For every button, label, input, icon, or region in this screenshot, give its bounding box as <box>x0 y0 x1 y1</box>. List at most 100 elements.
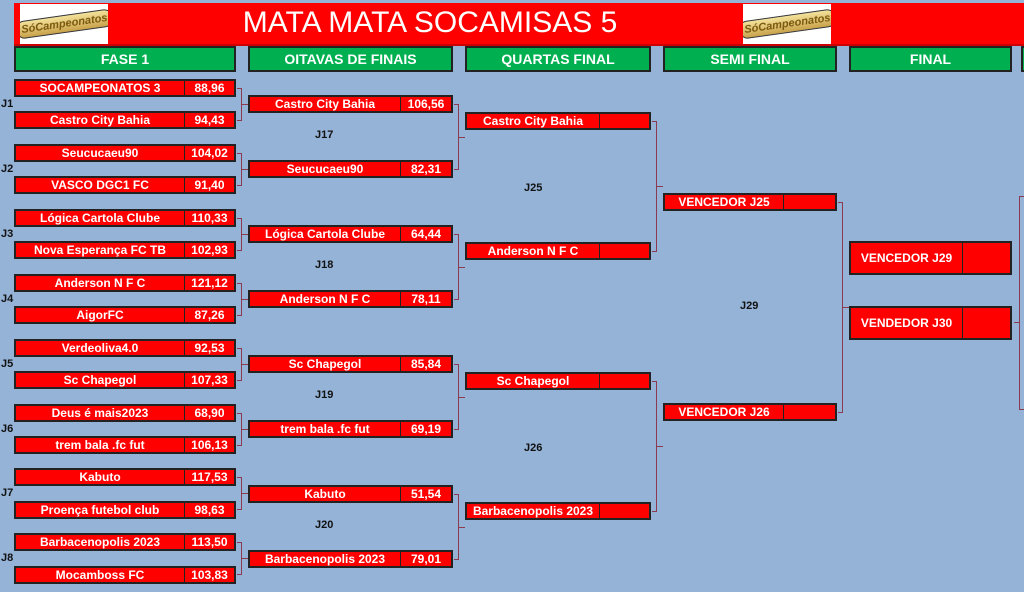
team-name: Barbacenopolis 2023 <box>472 504 594 518</box>
bracket-line <box>237 314 241 316</box>
bracket-line <box>842 307 849 308</box>
team-score: 82,31 <box>400 162 451 176</box>
game-label: J18 <box>315 259 334 271</box>
team-score <box>599 504 649 518</box>
bracket-line <box>241 493 248 495</box>
team-slot[interactable]: trem bala .fc fut 69,19 <box>248 420 453 438</box>
phase-header: FINAL <box>849 46 1012 72</box>
team-score <box>599 114 649 128</box>
team-score <box>962 243 1010 273</box>
bracket-line <box>652 381 656 382</box>
team-slot[interactable]: Barbacenopolis 2023 79,01 <box>248 550 453 568</box>
team-score: 113,50 <box>184 535 234 550</box>
team-score: 103,83 <box>184 567 234 582</box>
bracket-line <box>237 184 241 186</box>
logo-right: SóCampeonatos <box>743 4 831 44</box>
bracket-line <box>241 104 248 105</box>
team-score: 91,40 <box>184 178 234 193</box>
team-slot[interactable]: trem bala .fc fut 106,13 <box>14 435 236 454</box>
bracket-line <box>237 347 241 349</box>
game-label: J2 <box>1 162 14 175</box>
team-slot[interactable]: VENCEDOR J25 <box>663 193 837 211</box>
team-slot[interactable]: Anderson N F C 121,12 <box>14 273 236 292</box>
team-slot[interactable]: VENCEDOR J26 <box>663 403 837 421</box>
team-score: 106,13 <box>184 437 234 452</box>
bracket-line <box>237 249 241 251</box>
bracket-line <box>241 558 248 560</box>
team-name: VENCEDOR J25 <box>678 195 770 209</box>
team-name: VASCO DGC1 FC <box>51 178 149 193</box>
team-slot[interactable]: VASCO DGC1 FC 91,40 <box>14 176 236 195</box>
team-name: Sc Chapegol <box>288 357 362 371</box>
team-slot[interactable]: Sc Chapegol 85,84 <box>248 355 453 373</box>
team-slot[interactable]: AigorFC 87,26 <box>14 306 236 325</box>
team-slot[interactable]: Mocamboss FC 103,83 <box>14 565 236 584</box>
bracket-line <box>237 120 241 121</box>
team-score: 78,11 <box>400 292 451 306</box>
team-name: VENDEDOR J30 <box>860 316 953 330</box>
team-slot[interactable]: Sc Chapegol <box>465 372 651 390</box>
team-score <box>599 244 649 258</box>
team-slot[interactable]: Sc Chapegol 107,33 <box>14 371 236 390</box>
team-slot[interactable]: SOCAMPEONATOS 3 88,96 <box>14 79 236 97</box>
team-slot[interactable]: Kabuto 51,54 <box>248 485 453 503</box>
team-slot[interactable]: Castro City Bahia 106,56 <box>248 95 453 113</box>
phase-header: OITAVAS DE FINAIS <box>248 46 453 72</box>
bracket-line <box>237 88 241 89</box>
bracket-line <box>458 136 465 138</box>
team-slot[interactable]: Barbacenopolis 2023 113,50 <box>14 533 236 552</box>
team-slot[interactable]: Castro City Bahia 94,43 <box>14 111 236 130</box>
team-score: 107,33 <box>184 373 234 388</box>
game-label: J8 <box>1 552 14 565</box>
bracket-line <box>1019 196 1024 197</box>
bracket-line <box>454 559 458 560</box>
game-label: J7 <box>1 487 14 500</box>
team-name: Lógica Cartola Clube <box>264 227 386 241</box>
bracket-line <box>652 121 656 122</box>
bracket-line <box>454 494 458 495</box>
bracket-line <box>237 152 241 154</box>
team-score: 87,26 <box>184 308 234 323</box>
team-slot[interactable]: Anderson N F C 78,11 <box>248 290 453 308</box>
team-slot[interactable]: Proença futebol club 98,63 <box>14 500 236 519</box>
bracket-line <box>458 396 465 398</box>
team-slot[interactable]: VENCEDOR J29 <box>849 241 1012 275</box>
team-name: Castro City Bahia <box>274 97 376 111</box>
team-score: 88,96 <box>184 81 234 95</box>
team-slot[interactable]: Anderson N F C <box>465 242 651 260</box>
header-bar <box>14 3 1024 46</box>
bracket-line <box>454 169 458 170</box>
team-slot[interactable]: Deus é mais2023 68,90 <box>14 403 236 422</box>
phase-header: FASE 1 <box>14 46 236 72</box>
team-score: 104,02 <box>184 145 234 160</box>
bracket-line <box>458 526 465 528</box>
game-label: J17 <box>315 129 334 141</box>
team-name: Castro City Bahia <box>49 113 151 128</box>
team-score: 85,84 <box>400 357 451 371</box>
team-score: 69,19 <box>400 422 451 436</box>
team-slot[interactable]: Lógica Cartola Clube 64,44 <box>248 225 453 243</box>
game-label: J6 <box>1 422 14 435</box>
game-label: J19 <box>315 389 334 401</box>
bracket-line <box>652 511 656 512</box>
team-slot[interactable]: Castro City Bahia <box>465 112 651 130</box>
bracket-line <box>454 234 458 235</box>
team-slot[interactable]: Lógica Cartola Clube 110,33 <box>14 208 236 227</box>
team-name: Seucucaeu90 <box>286 162 364 176</box>
team-slot[interactable]: Verdeoliva4.0 92,53 <box>14 338 236 357</box>
team-slot[interactable]: VENDEDOR J30 <box>849 306 1012 340</box>
bracket-line <box>454 299 458 300</box>
team-slot[interactable]: Kabuto 117,53 <box>14 468 236 487</box>
team-slot[interactable]: Seucucaeu90 82,31 <box>248 160 453 178</box>
team-score: 98,63 <box>184 502 234 517</box>
team-score: 92,53 <box>184 340 234 355</box>
team-name: Kabuto <box>304 487 346 501</box>
team-name: Lógica Cartola Clube <box>39 210 161 225</box>
team-name: Verdeoliva4.0 <box>61 340 139 355</box>
team-score: 102,93 <box>184 243 234 258</box>
team-name: Anderson N F C <box>54 275 146 290</box>
team-slot[interactable]: Seucucaeu90 104,02 <box>14 143 236 162</box>
team-slot[interactable]: Barbacenopolis 2023 <box>465 502 651 520</box>
bracket-line <box>237 509 241 511</box>
team-slot[interactable]: Nova Esperança FC TB 102,93 <box>14 241 236 260</box>
